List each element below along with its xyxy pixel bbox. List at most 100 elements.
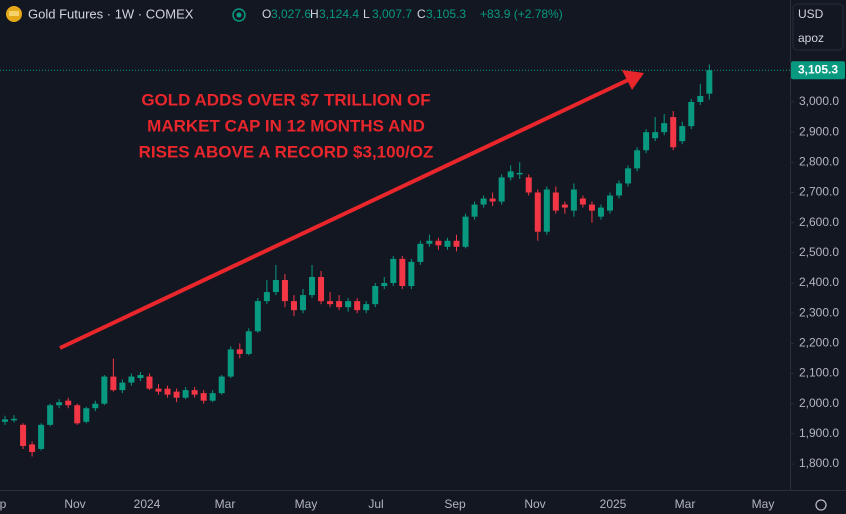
candle-body bbox=[417, 243, 424, 262]
candle-body bbox=[65, 400, 72, 406]
candle-body bbox=[670, 117, 677, 148]
unit-box[interactable] bbox=[792, 3, 844, 51]
currency[interactable]: USD bbox=[798, 7, 824, 21]
candle-body bbox=[254, 301, 261, 332]
candle-body bbox=[281, 280, 288, 302]
x-tick-label: Sep bbox=[444, 497, 466, 511]
candle-body bbox=[309, 276, 316, 296]
candle-body bbox=[462, 216, 469, 247]
candle-body bbox=[588, 204, 595, 211]
y-tick-label: 2,000.0 bbox=[799, 396, 839, 410]
candle-body bbox=[336, 301, 343, 308]
candle-body bbox=[299, 295, 306, 311]
candle-body bbox=[471, 204, 478, 217]
settings-icon[interactable] bbox=[815, 499, 827, 511]
y-tick-label: 2,200.0 bbox=[799, 336, 839, 350]
x-tick-label: May bbox=[752, 497, 775, 511]
ohlc-value: 3,007.7 bbox=[372, 7, 412, 21]
candle-body bbox=[290, 301, 297, 311]
candle-body bbox=[652, 132, 659, 139]
candle-body bbox=[327, 301, 334, 305]
symbol-icon-bar bbox=[9, 11, 19, 16]
y-tick-label: 2,500.0 bbox=[799, 245, 839, 259]
ohlc-key: O bbox=[262, 7, 271, 21]
candle-body bbox=[561, 204, 568, 208]
change: +83.9 (+2.78%) bbox=[480, 7, 563, 21]
candle-body bbox=[634, 150, 641, 169]
candle-body bbox=[453, 240, 460, 247]
candle-body bbox=[525, 177, 532, 193]
x-tick-label: Nov bbox=[64, 497, 85, 511]
candle-body bbox=[227, 349, 234, 377]
candle-body bbox=[552, 192, 559, 211]
annotation-arrowhead bbox=[622, 70, 644, 90]
status-dot bbox=[232, 8, 246, 22]
annotation: RISES ABOVE A RECORD $3,100/OZ bbox=[139, 142, 434, 161]
y-tick-label: 2,700.0 bbox=[799, 185, 839, 199]
candle-body bbox=[616, 183, 623, 196]
candle-body bbox=[245, 331, 252, 354]
candle-body bbox=[182, 390, 189, 398]
annotation: MARKET CAP IN 12 MONTHS AND bbox=[147, 116, 425, 135]
y-tick-label: 2,800.0 bbox=[799, 154, 839, 168]
candle-body bbox=[318, 276, 325, 302]
ohlc-key: H bbox=[310, 7, 319, 21]
candle-body bbox=[119, 382, 126, 391]
candle-body bbox=[47, 405, 54, 425]
candle-body bbox=[56, 402, 63, 406]
status-dot bbox=[236, 12, 242, 18]
ohlc-value: 3,027.6 bbox=[271, 7, 311, 21]
annotation-arrow bbox=[59, 78, 629, 350]
last-price-tag bbox=[791, 61, 845, 80]
candle-body bbox=[11, 418, 18, 421]
candle-body bbox=[381, 283, 388, 287]
candle-body bbox=[570, 189, 577, 211]
candle-body bbox=[607, 195, 614, 211]
candle-body bbox=[372, 286, 379, 305]
candle-body bbox=[101, 376, 108, 404]
candle-body bbox=[480, 198, 487, 205]
candle-body bbox=[426, 240, 433, 244]
candle-body bbox=[92, 403, 99, 409]
candle-body bbox=[363, 304, 370, 311]
candle-body bbox=[516, 172, 523, 175]
candle-body bbox=[543, 189, 550, 232]
candle-body bbox=[643, 132, 650, 151]
ohlc-value: 3,124.4 bbox=[319, 7, 359, 21]
y-tick-label: 1,800.0 bbox=[799, 456, 839, 470]
y-tick-label: 2,600.0 bbox=[799, 215, 839, 229]
y-tick-label: 2,100.0 bbox=[799, 366, 839, 380]
x-tick-label: Nov bbox=[524, 497, 545, 511]
last-price-label: 3,105.3 bbox=[798, 62, 838, 76]
unit-menu[interactable]: apoz bbox=[798, 31, 824, 45]
x-tick-label: May bbox=[295, 497, 318, 511]
y-tick-label: 3,000.0 bbox=[799, 94, 839, 108]
candle-body bbox=[597, 207, 604, 217]
candle-body bbox=[236, 349, 243, 354]
ohlc-key: C bbox=[417, 7, 426, 21]
candle-body bbox=[507, 171, 514, 178]
candle-body bbox=[625, 168, 632, 184]
candle-body bbox=[435, 240, 442, 246]
candle-body bbox=[661, 123, 668, 133]
candle-body bbox=[498, 177, 505, 202]
candle-body bbox=[579, 198, 586, 205]
candle-body bbox=[29, 444, 36, 452]
candle-body bbox=[345, 301, 352, 308]
candle-body bbox=[697, 95, 704, 102]
ohlc-key: L bbox=[363, 7, 370, 21]
annotation: GOLD ADDS OVER $7 TRILLION OF bbox=[141, 90, 430, 109]
candle-body bbox=[534, 192, 541, 232]
candle-body bbox=[74, 405, 81, 424]
candle-body bbox=[408, 261, 415, 287]
y-tick-label: 2,900.0 bbox=[799, 124, 839, 138]
candle-body bbox=[489, 198, 496, 202]
candle-body bbox=[209, 393, 216, 401]
candle-body bbox=[679, 126, 686, 142]
candle-body bbox=[399, 258, 406, 287]
x-tick-label: 2024 bbox=[134, 497, 161, 511]
candle-body bbox=[390, 258, 397, 284]
x-tick-label: Mar bbox=[215, 497, 236, 511]
candle-body bbox=[272, 280, 279, 293]
